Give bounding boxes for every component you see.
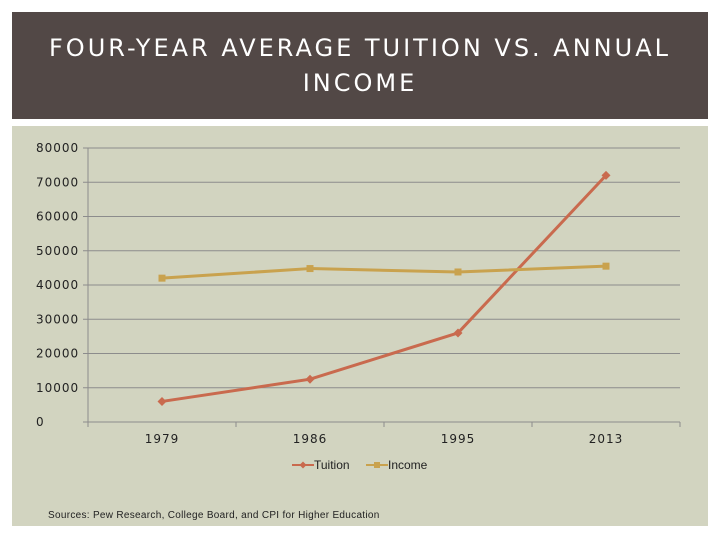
data-point-income xyxy=(602,262,610,270)
data-point-tuition xyxy=(157,396,167,406)
series-line-income xyxy=(161,264,607,280)
y-tick-label: 70000 xyxy=(36,175,79,189)
y-tick-label: 80000 xyxy=(36,141,79,155)
y-tick-label: 20000 xyxy=(36,347,79,361)
series-line-tuition xyxy=(161,174,608,403)
legend-label: Tuition xyxy=(314,458,350,472)
legend-label: Income xyxy=(388,458,428,472)
line-chart: 0 10000 20000 30000 40000 50000 60000 70000 8000… xyxy=(36,141,681,521)
y-tick-label: 60000 xyxy=(36,210,79,224)
x-tick-label: 1986 xyxy=(293,432,328,446)
legend-marker xyxy=(374,462,380,468)
source-note: Sources: Pew Research, College Board, an… xyxy=(48,510,380,521)
data-point-income xyxy=(306,265,314,273)
data-point-tuition xyxy=(305,374,315,384)
y-tick-label: 50000 xyxy=(36,244,79,258)
y-tick-label: 40000 xyxy=(36,278,79,292)
chart-area: 0 10000 20000 30000 40000 50000 60000 70000 8000… xyxy=(12,126,708,526)
slide-title: FOUR-YEAR AVERAGE TUITION VS. ANNUAL INC… xyxy=(49,33,671,97)
data-point-tuition xyxy=(601,170,611,180)
data-point-income xyxy=(158,274,166,282)
x-tick-label: 1995 xyxy=(441,432,476,446)
x-tick-label: 1979 xyxy=(145,432,180,446)
data-point-income xyxy=(454,268,462,276)
legend-marker xyxy=(299,461,307,469)
x-tick-label: 2013 xyxy=(589,432,624,446)
y-tick-label: 10000 xyxy=(36,381,79,395)
y-tick-label: 0 xyxy=(36,415,45,429)
y-tick-label: 30000 xyxy=(36,312,79,326)
title-band: FOUR-YEAR AVERAGE TUITION VS. ANNUAL INC… xyxy=(12,12,708,119)
data-point-tuition xyxy=(453,328,463,338)
